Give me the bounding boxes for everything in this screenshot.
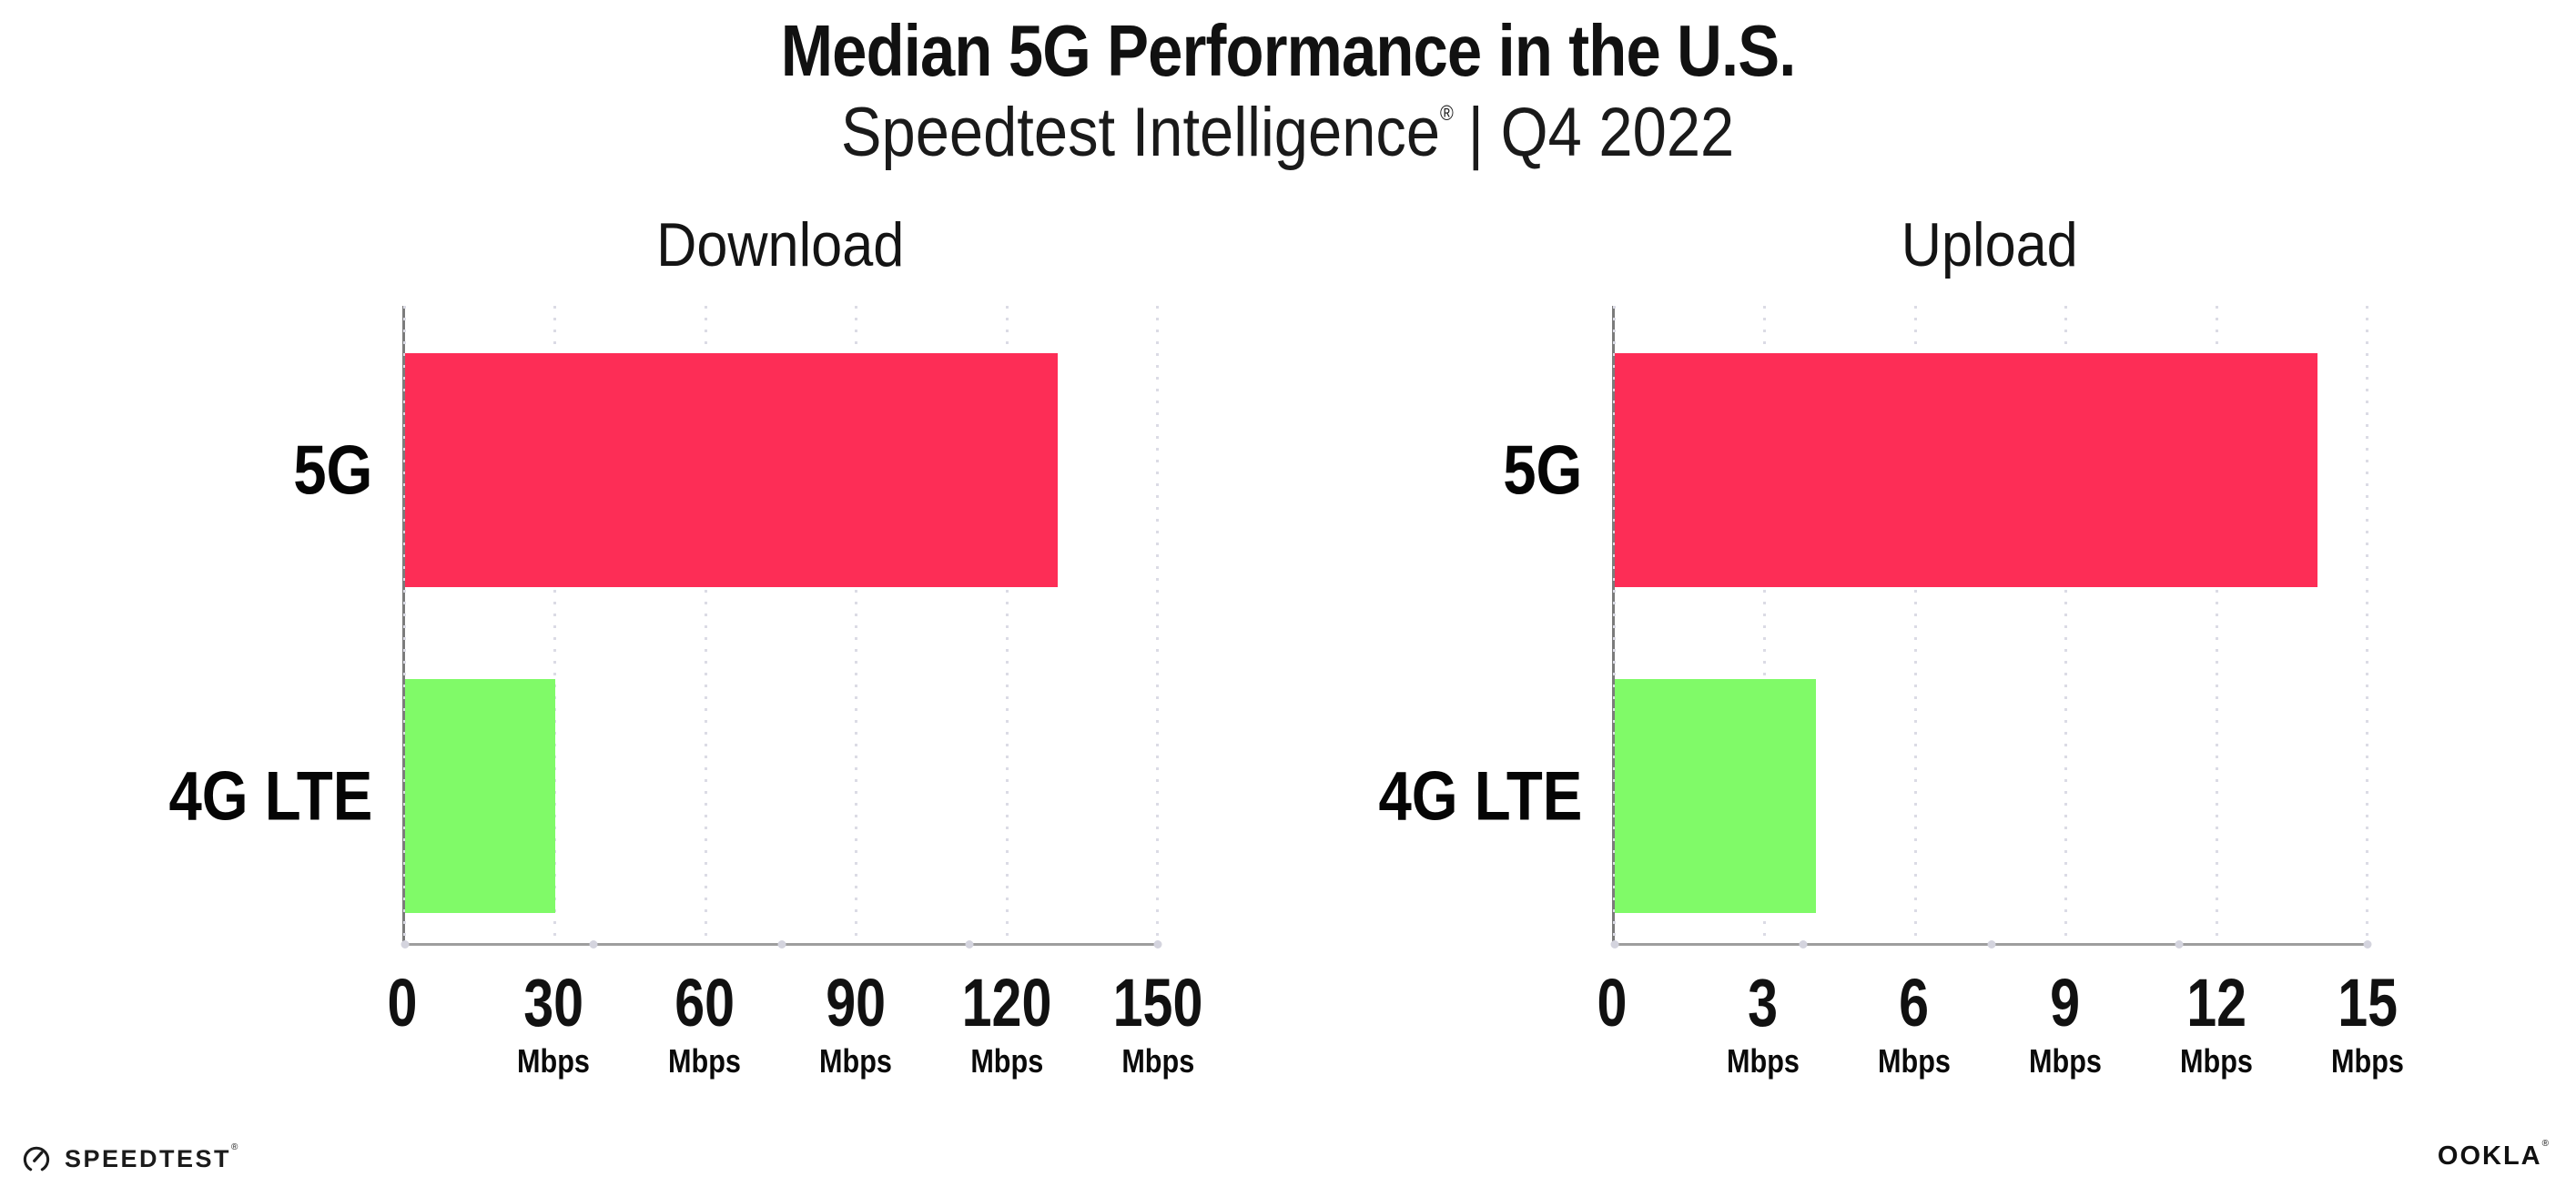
- axis-marker-dot: [777, 940, 786, 948]
- axis-marker-dot: [1799, 940, 1808, 948]
- x-tick-unit: Mbps: [1121, 1042, 1194, 1080]
- x-tick-12: 12 Mbps: [2174, 946, 2259, 1080]
- gridline-30: [553, 306, 557, 946]
- bar-4g-lte: [1615, 678, 1816, 913]
- x-tick-30: 30 Mbps: [511, 946, 596, 1080]
- x-tick-unit: Mbps: [668, 1042, 741, 1080]
- x-tick-3: 3 Mbps: [1720, 946, 1806, 1080]
- x-tick-value: 12: [2186, 965, 2246, 1040]
- main-title: Median 5G Performance in the U.S.: [0, 9, 2576, 93]
- bar-5g: [405, 353, 1058, 587]
- gridline-15: [2366, 306, 2368, 946]
- gridline-6: [1913, 306, 1917, 946]
- x-tick-value: 90: [826, 965, 886, 1040]
- gridline-90: [855, 306, 858, 946]
- x-tick-unit: Mbps: [970, 1042, 1043, 1080]
- x-tick-15: 15 Mbps: [2325, 946, 2410, 1080]
- x-tick-value: 6: [1899, 965, 1930, 1040]
- x-tick-60: 60 Mbps: [662, 946, 747, 1080]
- gridline-120: [1005, 306, 1009, 946]
- x-tick-value: 3: [1748, 965, 1779, 1040]
- gridline-150: [1156, 306, 1159, 946]
- axis-marker-dot: [2175, 940, 2184, 948]
- subtitle-brand: Speedtest Intelligence: [841, 94, 1441, 171]
- ookla-wordmark: OOKLA®: [2437, 1139, 2551, 1171]
- axis-marker-dot: [589, 940, 598, 948]
- x-tick-unit: Mbps: [2331, 1042, 2404, 1080]
- gridline-0: [403, 306, 406, 946]
- x-tick-value: 30: [523, 965, 583, 1040]
- x-tick-6: 6 Mbps: [1871, 946, 1957, 1080]
- x-tick-150: 150 Mbps: [1101, 946, 1213, 1080]
- category-label-4g-lte: 4G LTE: [168, 757, 372, 836]
- subtitle-period: | Q4 2022: [1468, 94, 1735, 171]
- x-tick-9: 9 Mbps: [2023, 946, 2108, 1080]
- x-tick-0: 0: [1593, 946, 1630, 1040]
- x-tick-unit: Mbps: [819, 1042, 892, 1080]
- download-chart-title: Download: [655, 210, 905, 279]
- x-tick-value: 9: [2050, 965, 2081, 1040]
- x-tick-unit: Mbps: [517, 1042, 590, 1080]
- registered-mark: ®: [2541, 1139, 2551, 1150]
- x-tick-unit: Mbps: [1727, 1042, 1800, 1080]
- x-tick-unit: Mbps: [2029, 1042, 2102, 1080]
- axis-marker-dot: [1610, 940, 1619, 948]
- x-tick-value: 150: [1112, 965, 1203, 1040]
- gridline-3: [1763, 306, 1767, 946]
- speedtest-wordmark: SPEEDTEST®: [65, 1141, 240, 1172]
- download-x-axis-labels: 0 30 Mbps 60 Mbps 90 Mbps 120 Mbps 150 Mbps: [388, 946, 1203, 1101]
- gridline-12: [2215, 306, 2218, 946]
- axis-marker-dot: [1153, 940, 1162, 948]
- speedtest-logo: SPEEDTEST®: [20, 1142, 240, 1175]
- x-tick-value: 0: [1597, 965, 1628, 1040]
- category-label-4g-lte: 4G LTE: [1378, 757, 1582, 836]
- x-tick-value: 0: [387, 965, 418, 1040]
- bar-4g-lte: [405, 678, 556, 913]
- axis-marker-dot: [965, 940, 974, 948]
- registered-mark: ®: [231, 1141, 240, 1152]
- download-plot-area: 5G 4G LTE: [168, 306, 1162, 948]
- axis-marker-dot: [401, 940, 410, 948]
- category-label-5g: 5G: [292, 431, 372, 510]
- x-tick-value: 60: [674, 965, 735, 1040]
- upload-chart-title: Upload: [1902, 210, 2078, 279]
- gridline-60: [704, 306, 707, 946]
- upload-plot-area: 5G 4G LTE: [1378, 306, 2372, 948]
- registered-mark: ®: [1440, 101, 1455, 126]
- category-label-5g: 5G: [1502, 431, 1582, 510]
- axis-marker-dot: [1987, 940, 1995, 948]
- x-tick-unit: Mbps: [1878, 1042, 1951, 1080]
- speedtest-gauge-icon: [23, 1146, 50, 1172]
- x-tick-unit: Mbps: [2180, 1042, 2253, 1080]
- subtitle: Speedtest Intelligence® | Q4 2022: [0, 93, 2576, 172]
- gridline-0: [1613, 306, 1616, 946]
- x-tick-value: 15: [2338, 965, 2398, 1040]
- x-tick-value: 120: [961, 965, 1052, 1040]
- upload-x-axis-labels: 0 3 Mbps 6 Mbps 9 Mbps 12 Mbps 15 Mbps: [1597, 946, 2404, 1101]
- axis-marker-dot: [2363, 940, 2372, 948]
- bar-5g: [1615, 353, 2317, 587]
- ookla-logo: OOKLA®: [2437, 1139, 2551, 1172]
- download-chart: Download 5G 4G LTE 0 30 Mbps 60 Mbps 90 Mbps 120…: [168, 209, 1203, 1101]
- x-tick-90: 90 Mbps: [813, 946, 898, 1080]
- x-tick-0: 0: [383, 946, 421, 1040]
- gridline-9: [2064, 306, 2068, 946]
- x-tick-120: 120 Mbps: [950, 946, 1062, 1080]
- main-title-text: Median 5G Performance in the U.S.: [780, 10, 1797, 91]
- upload-chart: Upload 5G 4G LTE 0 3 Mbps 6 Mbps 9 Mbps 12 Mbps 15…: [1378, 209, 2404, 1101]
